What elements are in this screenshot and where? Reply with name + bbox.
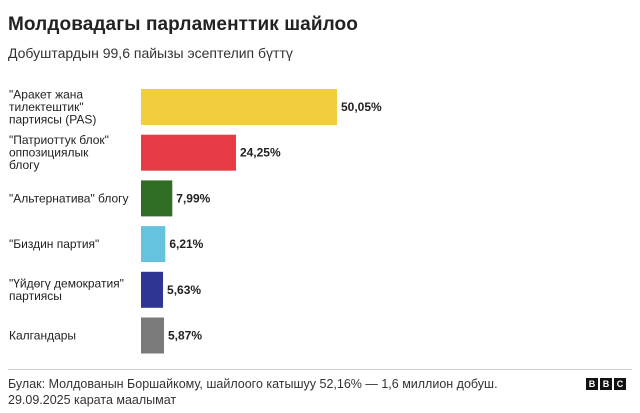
category-label: "Альтернатива" блогу [9, 191, 129, 205]
bar [141, 317, 164, 354]
value-label: 5,63% [167, 283, 201, 297]
logo-letter: C [614, 378, 626, 390]
bar [141, 89, 337, 125]
category-label: "Биздин партия" [9, 237, 99, 251]
bar [141, 134, 236, 171]
footer-divider [8, 369, 632, 370]
category-label: "Аракет жана тилектештик" партиясы (PAS) [9, 88, 96, 127]
source-line-1: Булак: Молдованын Боршайкому, шайлоого к… [8, 377, 498, 391]
logo-letter: B [586, 378, 598, 390]
value-label: 6,21% [169, 237, 203, 251]
logo-letter: B [600, 378, 612, 390]
chart-subtitle: Добуштардын 99,6 пайызы эсептелип бүттү [8, 45, 293, 61]
value-label: 50,05% [341, 100, 382, 114]
category-label: "Үйдөгү демократия" партиясы [9, 277, 124, 304]
bar [141, 271, 164, 308]
value-label: 5,87% [168, 329, 202, 343]
bbc-logo: B B C [586, 378, 626, 390]
bar [141, 226, 166, 263]
category-label: "Патриоттук блок" оппозициялык блогу [9, 133, 109, 172]
bar [141, 180, 173, 217]
chart-title: Молдовадагы парламенттик шайлоо [8, 14, 358, 35]
source-note: Булак: Молдованын Боршайкому, шайлоого к… [8, 376, 498, 408]
value-label: 24,25% [240, 146, 281, 160]
value-label: 7,99% [176, 191, 210, 205]
category-label: Калгандары [9, 329, 76, 343]
source-line-2: 29.09.2025 карата маалымат [8, 393, 177, 407]
